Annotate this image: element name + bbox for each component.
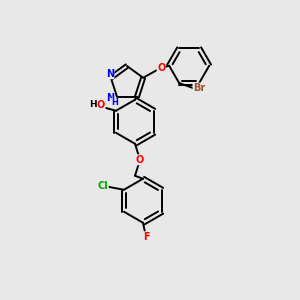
Text: N: N — [106, 69, 114, 79]
Text: N: N — [106, 93, 114, 103]
Text: H: H — [89, 100, 97, 109]
Text: O: O — [136, 155, 144, 165]
Text: Br: Br — [193, 83, 205, 93]
Text: O: O — [97, 100, 105, 110]
Text: H: H — [112, 98, 118, 107]
Text: O: O — [157, 63, 165, 73]
Text: F: F — [143, 232, 149, 242]
Text: Cl: Cl — [98, 181, 108, 191]
